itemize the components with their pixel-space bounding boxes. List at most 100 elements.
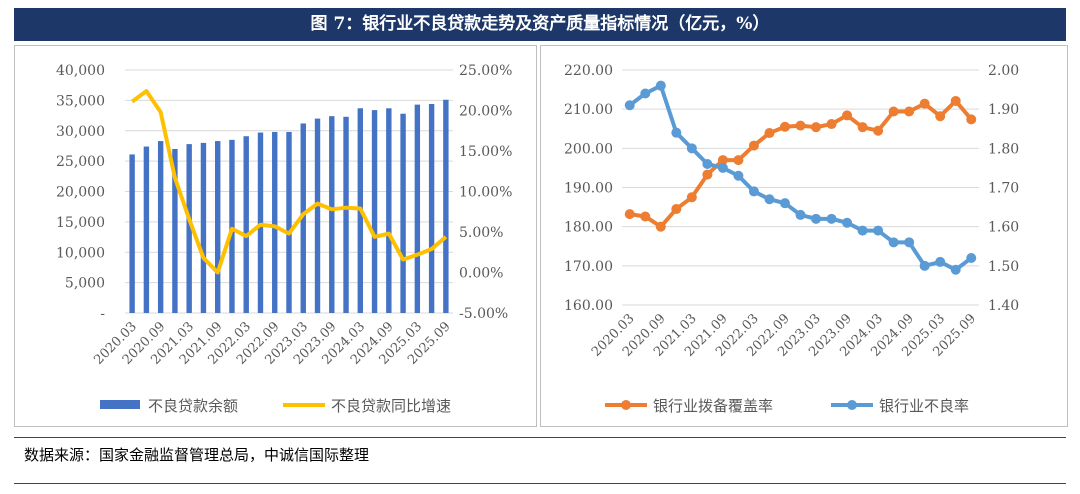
y-tick-label: - xyxy=(100,306,105,322)
data-point xyxy=(888,106,899,117)
data-point xyxy=(640,211,651,222)
y2-tick-label: 1.70 xyxy=(988,181,1019,197)
figure-title: 图 7：银行业不良贷款走势及资产质量指标情况（亿元，%） xyxy=(14,8,1066,41)
y-tick-label: 30,000 xyxy=(56,124,105,140)
y2-tick-label: 15.00% xyxy=(459,144,512,160)
data-point xyxy=(686,192,697,203)
y2-tick-label: -5.00% xyxy=(459,306,508,322)
data-point xyxy=(686,143,697,154)
data-point xyxy=(966,253,977,263)
y-tick-label: 220.00 xyxy=(564,63,613,79)
data-point xyxy=(655,80,666,91)
bar xyxy=(143,146,150,313)
legend-label: 银行业拨备覆盖率 xyxy=(653,397,773,415)
data-point xyxy=(795,120,806,131)
coverage-ratio-chart-panel: 160.00 170.00 180.00 190.00 200.00 210.00 220.… xyxy=(540,45,1068,427)
legend-label: 不良贷款同比增速 xyxy=(331,397,451,415)
data-point xyxy=(764,194,775,205)
y2-tick-label: 1.80 xyxy=(988,141,1019,157)
data-point xyxy=(717,162,728,173)
bar xyxy=(129,154,135,313)
data-point xyxy=(919,260,930,271)
data-point xyxy=(873,125,884,136)
y-tick-label: 190.00 xyxy=(564,181,613,197)
bar xyxy=(186,144,192,313)
data-point xyxy=(640,88,651,99)
y-tick-label: 10,000 xyxy=(56,245,105,261)
bar xyxy=(243,136,249,313)
data-point xyxy=(733,170,744,181)
npl-balance-chart-panel: - 5,000 10,000 15,000 20,000 25,000 30,000 35,0… xyxy=(14,45,537,427)
bar xyxy=(443,99,449,313)
data-point xyxy=(748,186,759,197)
y2-tick-label: 25.00% xyxy=(459,63,512,79)
data-point xyxy=(702,159,713,169)
y-tick-label: 210.00 xyxy=(564,102,613,118)
y2-tick-label: 2.00 xyxy=(988,63,1019,79)
data-point xyxy=(671,204,682,215)
y-tick-label: 25,000 xyxy=(56,154,105,170)
data-point xyxy=(857,225,868,236)
y-tick-label: 40,000 xyxy=(56,63,105,79)
y2-tick-label: 1.90 xyxy=(988,102,1019,118)
bar xyxy=(329,116,335,313)
data-point xyxy=(624,100,635,111)
y-tick-label: 180.00 xyxy=(564,220,613,236)
series-line xyxy=(130,89,448,275)
bar xyxy=(214,141,221,313)
bar xyxy=(229,139,235,313)
series-line xyxy=(628,83,973,272)
y-tick-label: 15,000 xyxy=(56,215,105,231)
data-point xyxy=(904,237,915,248)
y-tick-label: 160.00 xyxy=(564,298,613,314)
data-point xyxy=(904,106,915,117)
legend-label: 银行业不良率 xyxy=(879,397,969,415)
divider xyxy=(14,483,1066,484)
data-point xyxy=(842,110,853,121)
y2-tick-label: 20.00% xyxy=(459,104,512,120)
legend-label: 不良贷款余额 xyxy=(148,397,238,415)
y-tick-label: 200.00 xyxy=(564,141,613,157)
data-point xyxy=(826,119,837,130)
bar xyxy=(200,142,207,313)
data-point xyxy=(624,209,635,220)
data-point xyxy=(950,95,961,106)
data-point xyxy=(857,122,868,133)
bar xyxy=(272,131,278,313)
bar xyxy=(386,108,392,314)
bar xyxy=(343,116,349,313)
bar xyxy=(314,118,321,313)
data-point xyxy=(779,121,790,132)
y-tick-label: 20,000 xyxy=(56,185,105,201)
data-point xyxy=(764,128,775,139)
data-point xyxy=(873,225,884,236)
data-point xyxy=(811,122,822,133)
data-point xyxy=(935,256,946,267)
data-point xyxy=(950,264,961,275)
y-tick-label: 170.00 xyxy=(564,259,613,275)
data-point xyxy=(888,237,899,248)
bar xyxy=(414,104,421,313)
divider xyxy=(14,437,1066,438)
data-point xyxy=(935,111,946,122)
y2-tick-label: 5.00% xyxy=(459,225,503,241)
y2-tick-label: 1.60 xyxy=(988,220,1019,236)
data-point xyxy=(842,217,853,228)
data-point xyxy=(779,198,790,209)
data-point xyxy=(671,127,682,138)
coverage-ratio-chart: 160.00 170.00 180.00 190.00 200.00 210.00 220.… xyxy=(564,63,1019,415)
bar xyxy=(300,123,306,314)
bar xyxy=(172,148,178,313)
data-point xyxy=(748,140,759,151)
y-tick-label: 5,000 xyxy=(65,276,105,292)
y2-tick-label: 10.00% xyxy=(459,185,512,201)
y2-tick-label: 1.40 xyxy=(988,298,1019,314)
bar xyxy=(286,131,292,313)
data-point xyxy=(702,169,713,180)
legend-swatch xyxy=(100,400,140,409)
y-tick-label: 35,000 xyxy=(56,93,105,109)
data-point xyxy=(655,221,666,232)
data-point xyxy=(717,155,728,166)
data-point xyxy=(795,209,806,220)
data-point xyxy=(733,155,744,166)
